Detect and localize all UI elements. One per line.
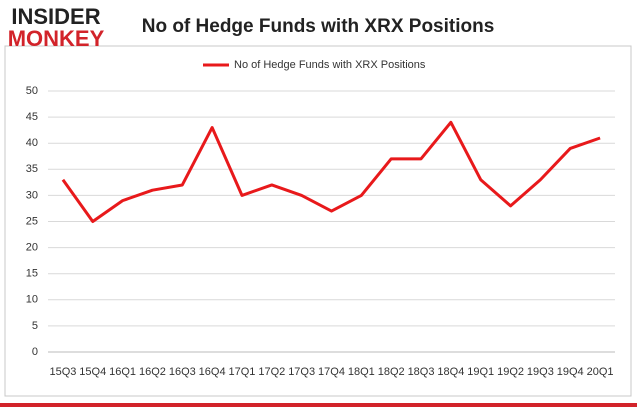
x-tick-label: 17Q3: [288, 366, 315, 378]
x-tick-label: 19Q4: [557, 366, 584, 378]
x-tick-label: 20Q1: [587, 366, 614, 378]
y-tick-label: 0: [32, 346, 38, 358]
legend-label: No of Hedge Funds with XRX Positions: [234, 59, 426, 71]
x-tick-label: 15Q3: [49, 366, 76, 378]
y-tick-label: 15: [26, 268, 38, 280]
x-tick-label: 16Q1: [109, 366, 136, 378]
y-tick-label: 40: [26, 137, 38, 149]
x-tick-label: 19Q1: [467, 366, 494, 378]
x-tick-label: 18Q4: [437, 366, 464, 378]
x-tick-label: 19Q2: [497, 366, 524, 378]
y-tick-label: 50: [26, 85, 38, 97]
y-tick-label: 25: [26, 215, 38, 227]
x-tick-label: 18Q2: [378, 366, 405, 378]
x-tick-label: 16Q3: [169, 366, 196, 378]
x-tick-label: 16Q2: [139, 366, 166, 378]
x-tick-label: 16Q4: [199, 366, 226, 378]
y-tick-label: 5: [32, 320, 38, 332]
chart-frame: [4, 45, 632, 397]
logo-bottom: MONKEY: [8, 26, 105, 51]
x-tick-label: 18Q3: [408, 366, 435, 378]
x-tick-label: 15Q4: [79, 366, 106, 378]
y-tick-label: 10: [26, 294, 38, 306]
x-tick-label: 19Q3: [527, 366, 554, 378]
logo-top: INSIDER: [11, 4, 100, 29]
chart-title: No of Hedge Funds with XRX Positions: [142, 16, 495, 37]
y-tick-label: 30: [26, 189, 38, 201]
y-tick-label: 45: [26, 111, 38, 123]
x-tick-label: 17Q4: [318, 366, 345, 378]
line: [61, 120, 601, 223]
x-tick-label: 17Q2: [258, 366, 285, 378]
x-tick-label: 17Q1: [229, 366, 256, 378]
y-tick-label: 35: [26, 163, 38, 175]
x-tick-label: 18Q1: [348, 366, 375, 378]
y-tick-label: 20: [26, 242, 38, 254]
